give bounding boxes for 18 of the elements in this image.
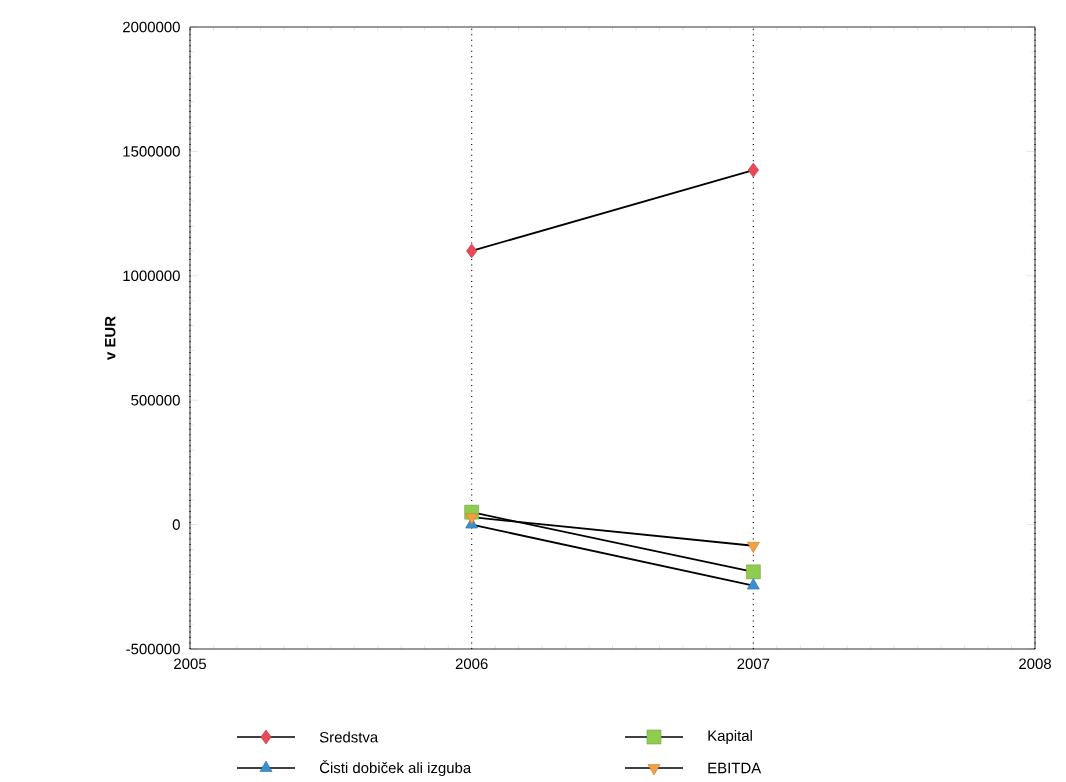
point <box>747 162 759 178</box>
y-tick-label: 0 <box>172 519 180 530</box>
point <box>466 243 478 259</box>
y-tick-label: 500000 <box>131 394 180 406</box>
legend-label: Kapital <box>708 730 752 744</box>
x-tick-label: 2006 <box>455 658 488 670</box>
x-tick-label: 2008 <box>1019 658 1051 670</box>
x-tick-label: 2007 <box>737 658 770 670</box>
y-tick-label: 1500000 <box>123 146 180 157</box>
y-tick-label: -500000 <box>126 643 180 655</box>
point <box>746 564 761 580</box>
legend-label: EBITDA <box>708 762 762 774</box>
y-tick-label: 1000000 <box>123 270 180 282</box>
y-axis-title: v EUR <box>105 316 116 360</box>
x-tick-label: 2005 <box>174 658 206 670</box>
y-tick-label: 2000000 <box>123 21 180 33</box>
legend-label: Čisti dobiček ali izguba <box>319 759 472 777</box>
legend-label: Sredstva <box>319 731 379 743</box>
